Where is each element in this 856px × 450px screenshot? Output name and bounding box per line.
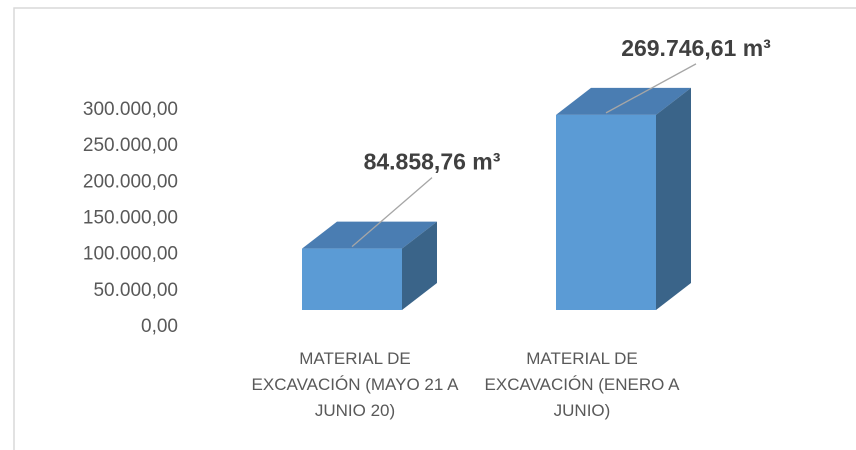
bar-side xyxy=(656,87,691,310)
y-tick-label: 200.000,00 xyxy=(83,171,178,192)
y-tick-label: 50.000,00 xyxy=(93,280,178,301)
leader-line xyxy=(605,63,697,114)
bar-side xyxy=(402,221,437,310)
bar-top xyxy=(302,221,437,249)
y-tick-label: 100.000,00 xyxy=(83,244,178,265)
y-tick-label: 150.000,00 xyxy=(83,208,178,229)
leader-line xyxy=(351,177,433,248)
x-tick-label: MATERIAL DE EXCAVACIÓN (ENERO A JUNIO) xyxy=(484,349,680,420)
y-tick-label: 300.000,00 xyxy=(83,99,178,120)
y-tick-label: 250.000,00 xyxy=(83,135,178,156)
value-label: 269.746,61 m³ xyxy=(621,35,771,61)
bar-top xyxy=(556,87,691,115)
value-label: 84.858,76 m³ xyxy=(364,149,501,175)
x-tick-label: MATERIAL DE EXCAVACIÓN (MAYO 21 A JUNIO … xyxy=(251,349,459,420)
bar xyxy=(302,248,402,310)
chart-frame xyxy=(13,7,856,450)
y-tick-label: 0,00 xyxy=(141,316,178,337)
bar xyxy=(556,114,656,310)
